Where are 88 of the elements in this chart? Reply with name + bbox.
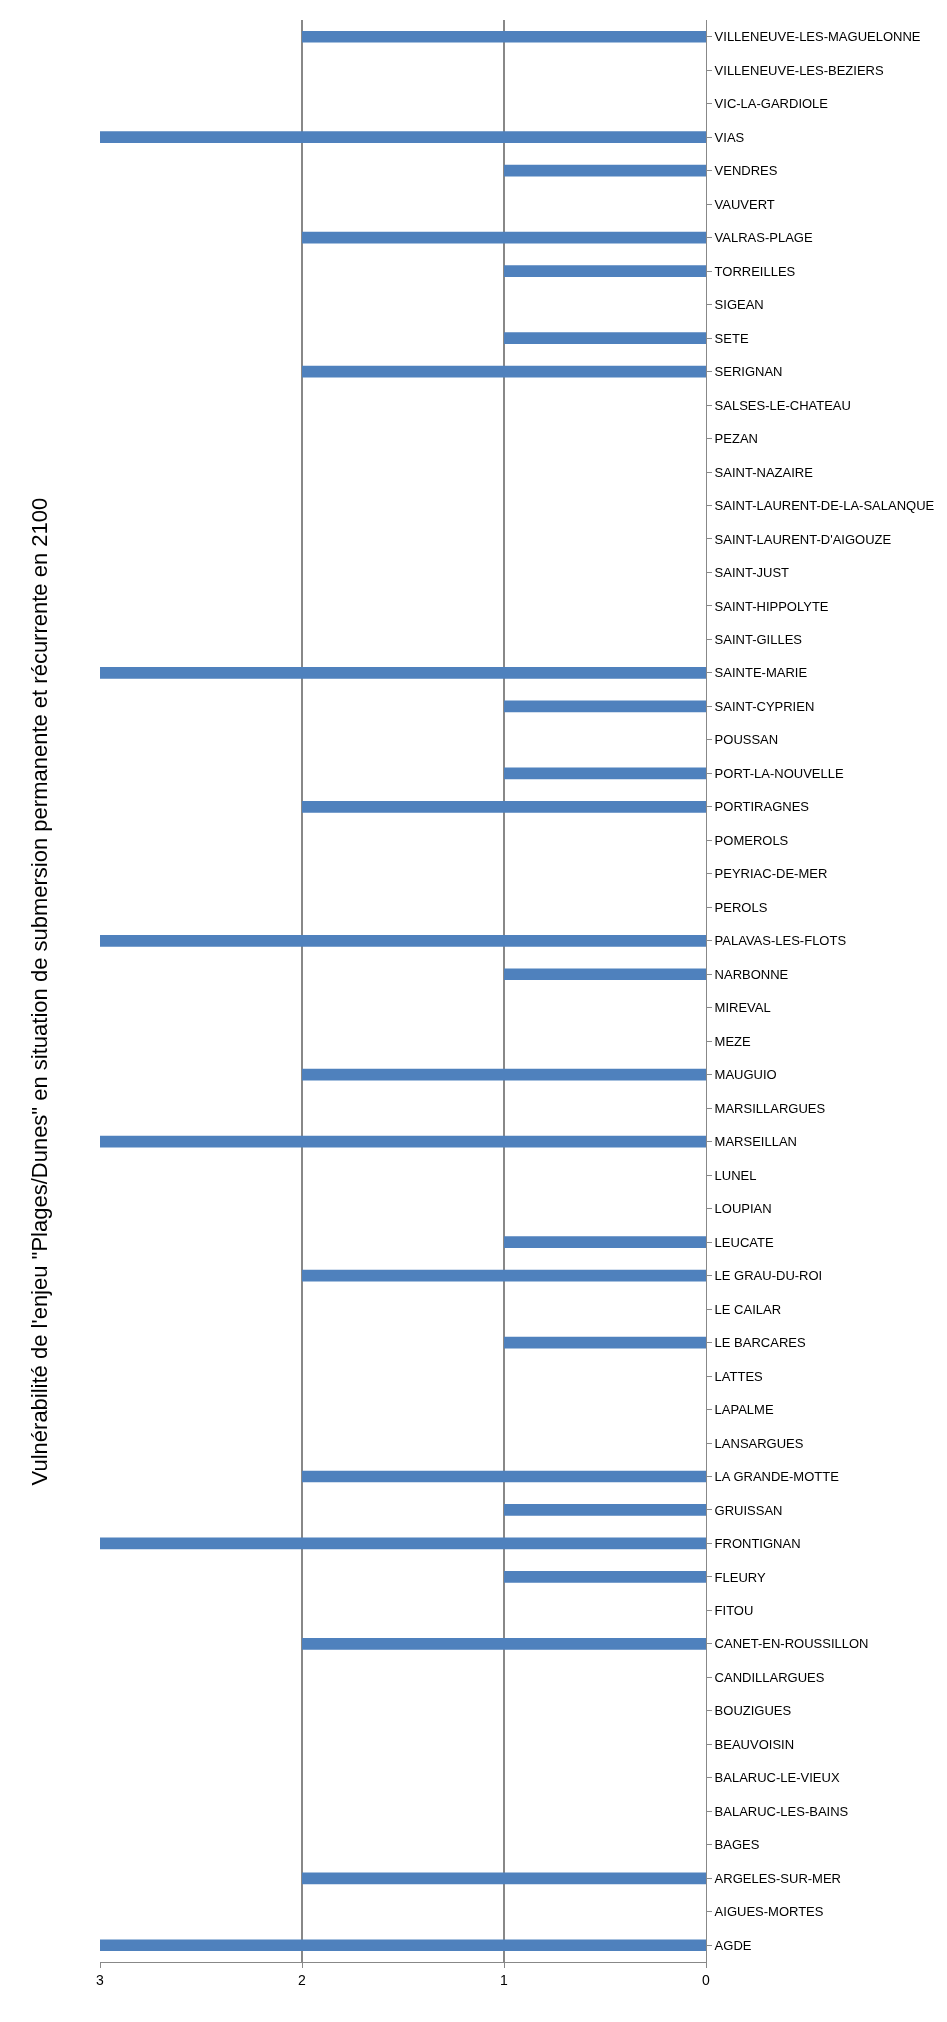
- y-tick-label: GRUISSAN: [714, 1502, 783, 1518]
- y-tick-label: SAINT-GILLES: [714, 631, 803, 647]
- bar: [100, 1537, 706, 1550]
- y-tick-label: SAINTE-MARIE: [714, 665, 808, 681]
- y-tick-label: FRONTIGNAN: [714, 1536, 801, 1552]
- bar: [504, 700, 706, 713]
- y-tick-label: LAPALME: [714, 1402, 774, 1418]
- y-tick-label: MIREVAL: [714, 1000, 771, 1016]
- y-tick-label: FITOU: [714, 1602, 754, 1618]
- y-tick-label: BAGES: [714, 1837, 760, 1853]
- bar: [302, 231, 706, 244]
- y-tick-label: LATTES: [714, 1368, 764, 1384]
- y-tick-label: SAINT-LAURENT-DE-LA-SALANQUE: [714, 498, 935, 514]
- bar: [302, 365, 706, 378]
- y-tick-label: BOUZIGUES: [714, 1703, 792, 1719]
- bar: [504, 1336, 706, 1349]
- y-tick-label: LE BARCARES: [714, 1335, 806, 1351]
- bar: [100, 1939, 706, 1952]
- y-tick-label: VALRAS-PLAGE: [714, 230, 813, 246]
- bar: [504, 164, 706, 177]
- y-tick-label: VAUVERT: [714, 196, 775, 212]
- y-tick-label: VIAS: [714, 129, 745, 145]
- bar: [302, 1872, 706, 1885]
- y-tick-label: NARBONNE: [714, 966, 789, 982]
- y-tick-label: LA GRANDE-MOTTE: [714, 1469, 840, 1485]
- y-tick-label: SAINT-HIPPOLYTE: [714, 598, 829, 614]
- y-tick-label: TORREILLES: [714, 263, 796, 279]
- bar: [504, 265, 706, 277]
- bar: [504, 767, 706, 780]
- x-tick-label: 2: [298, 1971, 307, 1988]
- y-tick-label: SALSES-LE-CHATEAU: [714, 397, 851, 413]
- y-tick-label: MARSEILLAN: [714, 1134, 797, 1150]
- bar: [504, 1236, 706, 1248]
- bar: [302, 1068, 706, 1081]
- y-tick-label: VILLENEUVE-LES-MAGUELONNE: [714, 29, 921, 45]
- y-tick-label: BEAUVOISIN: [714, 1736, 795, 1752]
- y-tick-label: PEZAN: [714, 431, 758, 447]
- y-tick-label: MARSILLARGUES: [714, 1100, 826, 1116]
- y-tick-label: POMEROLS: [714, 832, 789, 848]
- y-tick-label: MEZE: [714, 1033, 752, 1049]
- y-tick-label: LE GRAU-DU-ROI: [714, 1268, 823, 1284]
- bar: [302, 30, 706, 43]
- y-tick-label: VENDRES: [714, 163, 778, 179]
- bar: [302, 1470, 706, 1483]
- y-tick-label: MAUGUIO: [714, 1067, 777, 1083]
- bar: [302, 800, 706, 813]
- y-tick-label: PORT-LA-NOUVELLE: [714, 765, 845, 781]
- y-tick-label: AGDE: [714, 1937, 752, 1953]
- y-tick-label: PEROLS: [714, 899, 768, 915]
- y-tick-label: SAINT-NAZAIRE: [714, 464, 814, 480]
- y-tick-label: SAINT-LAURENT-D'AIGOUZE: [714, 531, 892, 547]
- bar: [504, 332, 706, 344]
- y-tick-label: BALARUC-LE-VIEUX: [714, 1770, 840, 1786]
- y-tick-label: SETE: [714, 330, 749, 346]
- bar: [100, 667, 706, 679]
- y-tick-label: LEUCATE: [714, 1234, 774, 1250]
- x-tick-label: 0: [702, 1971, 711, 1988]
- text: Vulnérabilité de l'enjeu "Plages/Dunes" en situation de submersion permanente et récurrente en 2100: [27, 497, 53, 1486]
- y-tick-label: POUSSAN: [714, 732, 779, 748]
- bar: [504, 1504, 706, 1516]
- bar: [504, 1571, 706, 1583]
- y-tick-label: ARGELES-SUR-MER: [714, 1870, 842, 1886]
- bar: [504, 968, 706, 981]
- y-tick-label: FLEURY: [714, 1569, 766, 1585]
- y-tick-label: SIGEAN: [714, 297, 764, 313]
- y-tick-label: PALAVAS-LES-FLOTS: [714, 933, 847, 949]
- y-tick-label: PEYRIAC-DE-MER: [714, 866, 828, 882]
- y-tick-label: AIGUES-MORTES: [714, 1904, 824, 1920]
- bar: [302, 1638, 706, 1650]
- y-tick-label: PORTIRAGNES: [714, 799, 810, 815]
- y-tick-label: LUNEL: [714, 1167, 757, 1183]
- y-tick-label: BALARUC-LES-BAINS: [714, 1803, 849, 1819]
- bar: [302, 1269, 706, 1282]
- x-tick-label: 1: [500, 1971, 509, 1988]
- y-tick-label: SAINT-CYPRIEN: [714, 698, 815, 714]
- y-tick-label: CANDILLARGUES: [714, 1669, 825, 1685]
- y-tick-label: VIC-LA-GARDIOLE: [714, 96, 829, 112]
- y-tick-label: SAINT-JUST: [714, 565, 790, 581]
- y-tick-label: CANET-EN-ROUSSILLON: [714, 1636, 869, 1652]
- y-tick-label: LANSARGUES: [714, 1435, 804, 1451]
- y-tick-label: LE CAILAR: [714, 1301, 782, 1317]
- y-tick-label: LOUPIAN: [714, 1201, 772, 1217]
- bar: [100, 131, 706, 144]
- x-tick-label: 3: [96, 1971, 105, 1988]
- y-tick-label: VILLENEUVE-LES-BEZIERS: [714, 62, 884, 78]
- bar: [100, 1135, 706, 1148]
- bar: [100, 934, 706, 947]
- y-tick-label: SERIGNAN: [714, 364, 783, 380]
